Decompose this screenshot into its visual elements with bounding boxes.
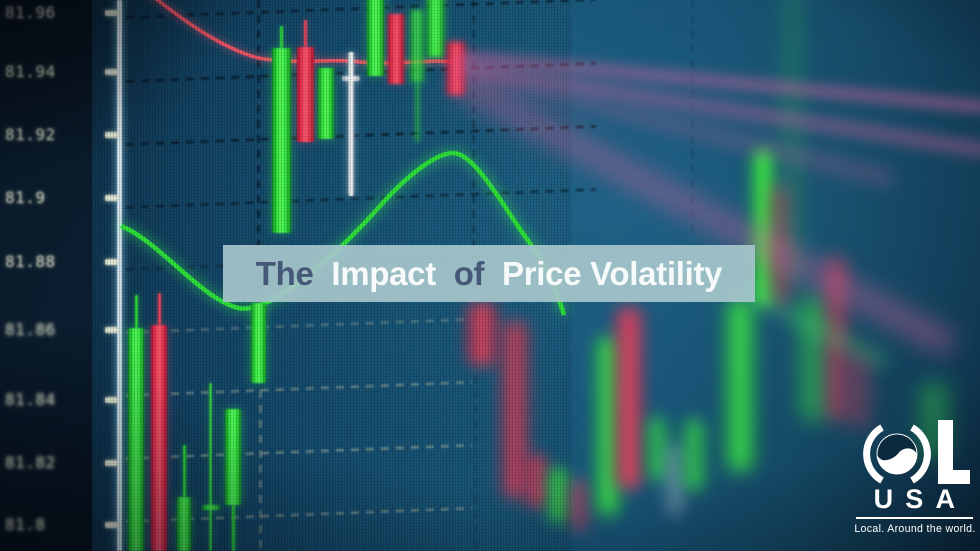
candle-body	[225, 409, 241, 505]
candle-body	[151, 325, 167, 551]
candle-body	[571, 480, 587, 530]
candle-body	[527, 455, 547, 508]
candle-body	[410, 10, 424, 82]
candle-wick	[134, 295, 138, 328]
candle-wick	[182, 445, 186, 497]
candle-body	[427, 0, 444, 57]
candle-body	[272, 48, 291, 233]
candle-body	[128, 328, 144, 551]
logo-divider	[856, 517, 973, 519]
candle-wick	[415, 82, 419, 142]
candle-wick	[280, 26, 283, 48]
candle-body	[727, 300, 753, 470]
candle-body	[597, 338, 619, 515]
candle-body	[348, 52, 354, 196]
logo-left-paren	[863, 424, 884, 484]
candle-body	[367, 0, 384, 76]
candle-body	[468, 303, 496, 365]
candle-body	[684, 420, 704, 490]
title-word: Price Volatility	[502, 254, 723, 292]
candle-cross	[342, 76, 360, 81]
logo-tagline: Local. Around the world.	[854, 523, 976, 535]
candle-body	[177, 497, 191, 551]
candle-body	[648, 418, 666, 480]
candle-open-tick	[201, 505, 220, 510]
candle-body	[297, 47, 314, 142]
logo-eye-swirl	[877, 434, 917, 461]
candle-body	[786, 0, 798, 285]
candle-body	[251, 303, 266, 383]
title-word: The	[255, 254, 314, 292]
logo-right-paren	[910, 424, 931, 484]
candle-body	[549, 468, 567, 522]
candle-body	[668, 445, 682, 515]
candle-wick	[157, 293, 161, 325]
candle-body	[209, 383, 212, 551]
title-banner: The Impact of Price Volatility	[223, 245, 755, 302]
candle-body	[503, 322, 527, 498]
logo-letter-l	[938, 420, 970, 484]
candle-body	[617, 308, 641, 488]
page-title: The Impact of Price Volatility	[255, 254, 723, 293]
logo-usa-text: USA	[873, 484, 968, 514]
candle-wick	[304, 20, 307, 47]
candle-body	[318, 68, 334, 139]
ol-usa-logo: USA Local. Around the world.	[852, 418, 980, 548]
ol-logo-mark-icon	[863, 420, 970, 484]
candle-body	[851, 350, 867, 428]
title-word: Impact	[331, 254, 436, 292]
candle-body	[388, 14, 404, 84]
candle-wick	[231, 505, 235, 551]
title-word: of	[453, 254, 485, 292]
